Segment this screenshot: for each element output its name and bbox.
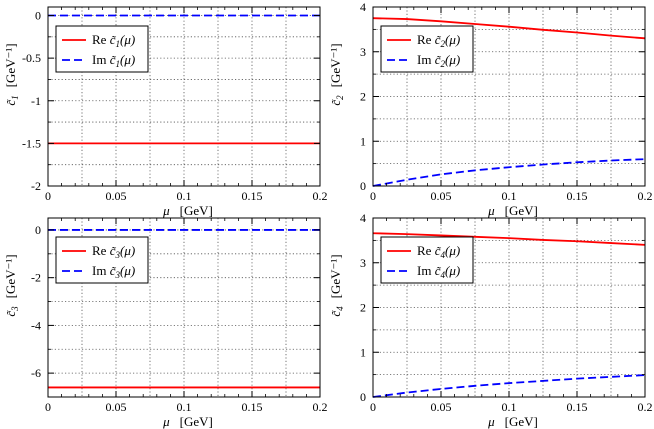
x-axis-title: μ [GeV] bbox=[487, 414, 538, 429]
y-tick-label: 1 bbox=[360, 134, 366, 148]
legend: Re c̃2(μ) Im c̃2(μ) bbox=[380, 25, 474, 73]
panel-bottom-right: 0 0.05 0.1 0.15 0.2 0 1 2 3 4 μ [GeV] c̃4[GeV⁻¹] Re c… bbox=[328, 211, 653, 429]
y-tick-label: 0 bbox=[360, 390, 366, 404]
y-tick-label: -1 bbox=[31, 94, 41, 108]
y-axis-title: c̃3[GeV⁻¹] bbox=[3, 254, 20, 316]
y-axis-title: c̃1[GeV⁻¹] bbox=[3, 43, 20, 105]
legend-label-im: Im c̃2(μ) bbox=[417, 52, 460, 69]
x-tick-label: 0.2 bbox=[313, 400, 328, 414]
x-tick-label: 0 bbox=[45, 189, 51, 203]
x-axis-title: μ [GeV] bbox=[487, 203, 538, 218]
legend-label-re: Re c̃1(μ) bbox=[92, 32, 135, 49]
y-tick-label: 1 bbox=[360, 345, 366, 359]
legend-label-re: Re c̃4(μ) bbox=[417, 243, 460, 260]
y-tick-label: 0 bbox=[35, 223, 41, 237]
x-tick-label: 0.1 bbox=[502, 189, 517, 203]
panel-top-right: 0 0.05 0.1 0.15 0.2 0 1 2 3 4 μ [GeV] c̃2[GeV⁻¹] Re c… bbox=[328, 0, 653, 218]
legend-box bbox=[55, 25, 149, 73]
legend-box bbox=[380, 25, 474, 73]
y-tick-label: -2 bbox=[31, 179, 41, 193]
x-tick-label: 0.1 bbox=[502, 400, 517, 414]
y-tick-label: 2 bbox=[360, 301, 366, 315]
series-line-im bbox=[372, 158, 646, 187]
y-tick-label: -0.5 bbox=[22, 51, 41, 65]
x-tick-label: 0.1 bbox=[177, 400, 192, 414]
grid bbox=[48, 7, 320, 186]
y-tick-label: -4 bbox=[31, 318, 41, 332]
x-tick-label: 0 bbox=[45, 400, 51, 414]
x-tick-label: 0.05 bbox=[106, 189, 127, 203]
panel-top-left: 0 0.05 0.1 0.15 0.2 -2 -1.5 -1 -0.5 0 μ [GeV] c̃1[Ge… bbox=[3, 6, 328, 218]
y-axis-title: c̃2[GeV⁻¹] bbox=[328, 43, 345, 105]
y-tick-label: 2 bbox=[360, 90, 366, 104]
legend-label-re: Re c̃3(μ) bbox=[92, 243, 135, 260]
y-tick-label: 0 bbox=[360, 179, 366, 193]
x-tick-label: 0.05 bbox=[431, 189, 452, 203]
x-tick-label: 0.2 bbox=[638, 189, 653, 203]
legend: Re c̃1(μ) Im c̃1(μ) bbox=[55, 25, 149, 73]
y-tick-label: 4 bbox=[360, 0, 366, 14]
y-tick-label: -6 bbox=[31, 366, 41, 380]
series-line-re bbox=[372, 17, 646, 40]
x-tick-label: 0.05 bbox=[431, 400, 452, 414]
x-tick-label: 0.15 bbox=[242, 400, 263, 414]
grid bbox=[48, 218, 320, 397]
x-tick-label: 0.15 bbox=[567, 400, 588, 414]
y-tick-label: 0 bbox=[35, 9, 41, 23]
legend-box bbox=[55, 236, 149, 284]
x-tick-label: 0.1 bbox=[177, 189, 192, 203]
legend-label-im: Im c̃3(μ) bbox=[92, 263, 135, 280]
legend: Re c̃3(μ) Im c̃3(μ) bbox=[55, 236, 149, 284]
legend-box bbox=[380, 236, 474, 284]
legend: Re c̃4(μ) Im c̃4(μ) bbox=[380, 236, 474, 284]
x-tick-label: 0.2 bbox=[638, 400, 653, 414]
y-axis-title: c̃4[GeV⁻¹] bbox=[328, 254, 345, 316]
series-line-im bbox=[372, 374, 646, 398]
y-tick-label: 3 bbox=[360, 45, 366, 59]
x-tick-label: 0.2 bbox=[313, 189, 328, 203]
legend-label-im: Im c̃4(μ) bbox=[417, 263, 460, 280]
legend-label-im: Im c̃1(μ) bbox=[92, 52, 135, 69]
x-axis-title: μ [GeV] bbox=[162, 414, 213, 429]
series-line-re bbox=[372, 232, 646, 246]
y-tick-label: 3 bbox=[360, 256, 366, 270]
legend-label-re: Re c̃2(μ) bbox=[417, 32, 460, 49]
x-tick-label: 0 bbox=[370, 189, 376, 203]
x-tick-label: 0 bbox=[370, 400, 376, 414]
panel-bottom-left: 0 0.05 0.1 0.15 0.2 -6 -4 -2 0 μ [GeV] c̃3[GeV⁻¹] Re… bbox=[3, 217, 328, 429]
y-tick-label: -2 bbox=[31, 271, 41, 285]
y-tick-label: -1.5 bbox=[22, 136, 41, 150]
x-tick-label: 0.05 bbox=[106, 400, 127, 414]
x-tick-label: 0.15 bbox=[242, 189, 263, 203]
x-axis-title: μ [GeV] bbox=[162, 203, 213, 218]
x-tick-label: 0.15 bbox=[567, 189, 588, 203]
y-tick-label: 4 bbox=[360, 211, 366, 225]
